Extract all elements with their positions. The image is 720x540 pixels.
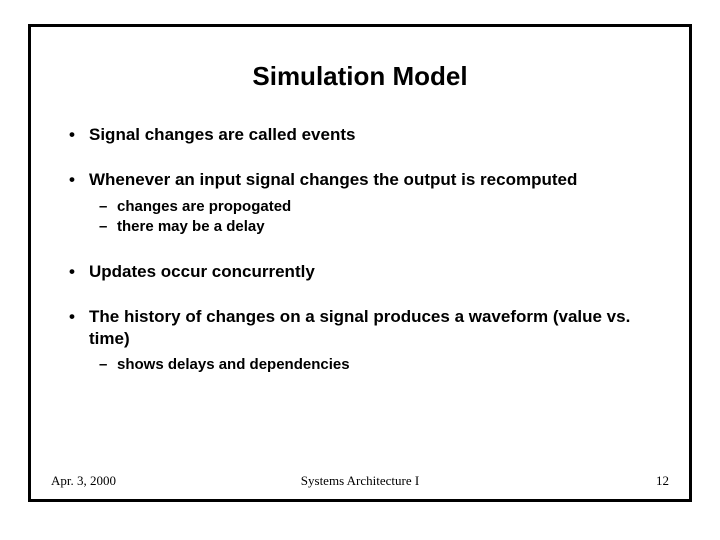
list-item: The history of changes on a signal produ… (59, 306, 661, 375)
sub-list: changes are propogated there may be a de… (89, 197, 661, 238)
slide-frame: Simulation Model Signal changes are call… (28, 24, 692, 502)
bullet-text: The history of changes on a signal produ… (89, 307, 630, 347)
footer-course: Systems Architecture I (31, 473, 689, 489)
bullet-list: Signal changes are called events Wheneve… (59, 124, 661, 375)
sub-item: there may be a delay (89, 217, 661, 237)
slide-content: Signal changes are called events Wheneve… (31, 124, 689, 375)
slide-title: Simulation Model (31, 61, 689, 92)
sub-item: shows delays and dependencies (89, 355, 661, 375)
list-item: Whenever an input signal changes the out… (59, 169, 661, 237)
bullet-text: Updates occur concurrently (89, 262, 315, 281)
bullet-text: Whenever an input signal changes the out… (89, 170, 577, 189)
footer-page: 12 (656, 473, 669, 489)
sub-item: changes are propogated (89, 197, 661, 217)
list-item: Signal changes are called events (59, 124, 661, 145)
list-item: Updates occur concurrently (59, 261, 661, 282)
sub-list: shows delays and dependencies (89, 355, 661, 375)
bullet-text: Signal changes are called events (89, 125, 355, 144)
